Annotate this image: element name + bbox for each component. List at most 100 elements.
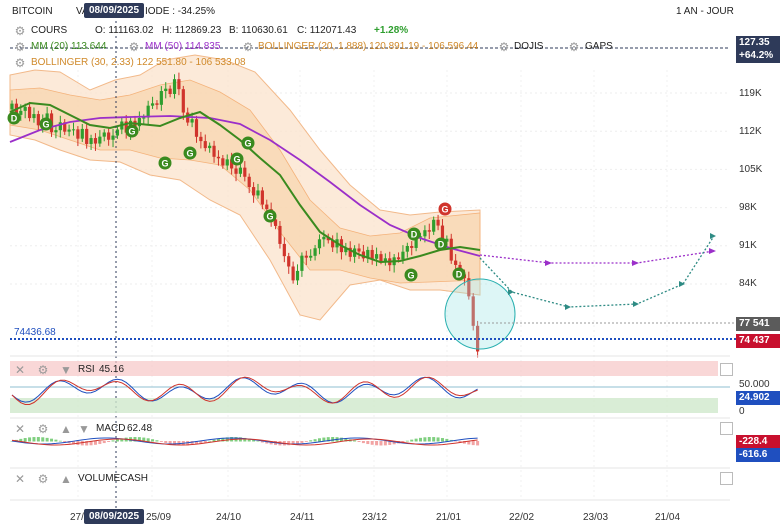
current-price-tag: 74 437 — [736, 334, 780, 348]
candle-body — [71, 129, 76, 131]
gear-icon[interactable]: ⚙ — [568, 40, 580, 54]
macd-checkbox[interactable] — [720, 422, 733, 435]
candle-body — [256, 190, 260, 196]
projection-arrowhead — [633, 301, 639, 307]
candle-body — [76, 129, 80, 139]
macd-histogram-bar — [265, 441, 269, 444]
candle-body — [471, 296, 475, 326]
candle-body — [265, 204, 269, 210]
macd-histogram-bar — [458, 441, 462, 443]
gear-icon[interactable]: ⚙ — [14, 56, 26, 70]
candle-body — [155, 103, 159, 105]
gear-icon[interactable]: ⚙ — [14, 24, 26, 38]
macd-histogram-bar — [304, 441, 308, 442]
rsi-value: 45.16 — [99, 364, 125, 375]
candle-body — [405, 245, 409, 252]
high-value: H: 112869.23 — [162, 25, 222, 36]
x-tick: 23/12 — [362, 512, 388, 523]
macd-histogram-bar — [225, 437, 229, 442]
pattern-marker-label: D — [411, 230, 418, 240]
gear-icon[interactable]: ⚙ — [498, 40, 510, 54]
price-tick: 112K — [739, 126, 762, 137]
gear-icon[interactable]: ⚙ — [242, 40, 254, 54]
macd-histogram-bar — [436, 437, 440, 442]
gear-icon[interactable]: ⚙ — [14, 40, 26, 54]
macd-histogram-bar — [260, 441, 264, 443]
candle-body — [278, 225, 282, 244]
macd-histogram-bar — [423, 437, 427, 442]
macd-histogram-bar — [155, 440, 159, 442]
gear-icon[interactable]: ⚙ — [128, 40, 140, 54]
macd-histogram-bar — [331, 437, 335, 442]
macd-histogram-bar — [36, 437, 40, 442]
macd-histogram-bar — [287, 441, 291, 446]
macd-histogram-bar — [440, 438, 444, 442]
macd-histogram-bar — [419, 437, 423, 442]
volume-checkbox[interactable] — [720, 472, 733, 485]
candle-body — [326, 236, 330, 241]
arrow-down-icon[interactable]: ▼ — [78, 422, 90, 436]
candle-body — [27, 106, 32, 119]
macd-histogram-bar — [23, 438, 27, 442]
pattern-marker-label: G — [233, 155, 240, 165]
x-tick: 21/01 — [436, 512, 462, 523]
candle-body — [304, 255, 308, 258]
timeframe-label[interactable]: 1 AN - JOUR — [676, 6, 734, 17]
candle-body — [366, 249, 370, 259]
gear-icon[interactable]: ⚙ — [37, 363, 49, 377]
projection-line — [479, 235, 715, 308]
period-variation: IODE : -34.25% — [145, 6, 216, 17]
close-icon[interactable]: ✕ — [14, 363, 26, 377]
pattern-marker-label: G — [244, 139, 251, 149]
pattern-marker — [434, 237, 448, 251]
top-change-tag: +64.2% — [736, 49, 780, 63]
arrow-down-icon[interactable]: ▼ — [60, 363, 72, 377]
candle-body — [287, 256, 291, 267]
candle-body — [454, 260, 458, 265]
macd-histogram-bar — [405, 440, 409, 442]
candle-body — [423, 230, 427, 237]
macd-histogram-bar — [50, 438, 54, 442]
candle-body — [374, 254, 379, 259]
pattern-marker-label: D — [456, 270, 463, 280]
gear-icon[interactable]: ⚙ — [37, 422, 49, 436]
macd-histogram-bar — [445, 438, 449, 442]
pattern-marker — [39, 117, 53, 131]
macd-histogram-bar — [309, 440, 313, 442]
arrow-up-icon[interactable]: ▲ — [60, 422, 72, 436]
pattern-marker — [158, 156, 172, 170]
macd-histogram-bar — [366, 441, 370, 445]
candle-body — [150, 103, 155, 106]
projection-line-alt — [479, 250, 715, 264]
candle-body — [273, 219, 278, 226]
gaps-legend: GAPS — [585, 41, 613, 52]
close-icon[interactable]: ✕ — [14, 472, 26, 486]
macd-tag: -228.4 — [736, 435, 780, 449]
candle-body — [93, 138, 98, 144]
macd-histogram-bar — [383, 441, 387, 446]
rsi-label: RSI — [78, 364, 95, 375]
candle-body — [251, 187, 256, 196]
candle-body — [445, 238, 449, 242]
candle-body — [111, 135, 115, 140]
candle-body — [401, 251, 405, 260]
pattern-marker-label: G — [42, 120, 49, 130]
pattern-marker — [438, 202, 452, 216]
top-price-tag: 127.35 — [736, 36, 780, 50]
macd-histogram-bar — [89, 441, 93, 446]
price-line-label: 74436.68 — [14, 327, 56, 338]
macd-histogram-bar — [194, 441, 198, 445]
macd-histogram-bar — [252, 439, 256, 442]
rsi-checkbox[interactable] — [720, 363, 733, 376]
pattern-marker-label: G — [266, 212, 273, 222]
macd-histogram-bar — [58, 440, 62, 442]
candle-body — [234, 168, 238, 174]
macd-histogram-bar — [80, 441, 84, 446]
candle-body — [168, 88, 172, 94]
macd-histogram-bar — [361, 441, 365, 444]
arrow-up-icon[interactable]: ▲ — [60, 472, 72, 486]
gear-icon[interactable]: ⚙ — [37, 472, 49, 486]
close-icon[interactable]: ✕ — [14, 422, 26, 436]
candle-body — [282, 243, 286, 257]
